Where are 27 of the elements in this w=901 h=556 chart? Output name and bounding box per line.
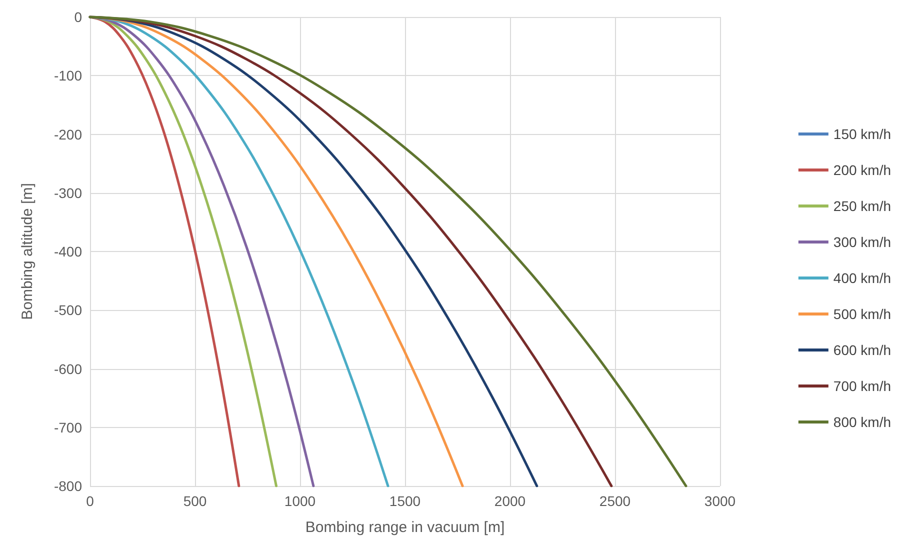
y-tick-label: -600 <box>54 360 82 377</box>
legend-label: 500 km/h <box>833 306 892 322</box>
x-tick-label: 2000 <box>494 493 526 509</box>
x-axis-title: Bombing range in vacuum [m] <box>305 519 505 536</box>
legend-label: 600 km/h <box>833 342 892 358</box>
x-tick-label: 1500 <box>389 493 421 509</box>
y-tick-label: 0 <box>74 9 82 25</box>
x-tick-label: 500 <box>183 493 207 509</box>
y-tick-label: -300 <box>54 184 82 201</box>
y-tick-label: -200 <box>54 126 82 142</box>
legend-label: 250 km/h <box>833 198 892 214</box>
legend-label: 800 km/h <box>833 414 892 430</box>
y-tick-label: -100 <box>54 68 82 84</box>
x-tick-label: 2500 <box>599 493 631 509</box>
y-axis-title: Bombing altitude [m] <box>19 183 36 320</box>
x-tick-label: 3000 <box>704 493 736 509</box>
legend-label: 700 km/h <box>833 378 892 394</box>
x-tick-label: 0 <box>86 493 94 509</box>
legend-label: 200 km/h <box>833 162 892 178</box>
legend-label: 150 km/h <box>833 126 892 142</box>
y-tick-label: -800 <box>54 478 82 494</box>
y-tick-label: -400 <box>54 244 82 260</box>
x-tick-label: 1000 <box>284 493 316 509</box>
y-tick-label: -700 <box>54 419 82 436</box>
legend-label: 400 km/h <box>833 270 892 286</box>
legend-label: 300 km/h <box>833 234 892 250</box>
y-tick-label: -500 <box>54 302 82 318</box>
